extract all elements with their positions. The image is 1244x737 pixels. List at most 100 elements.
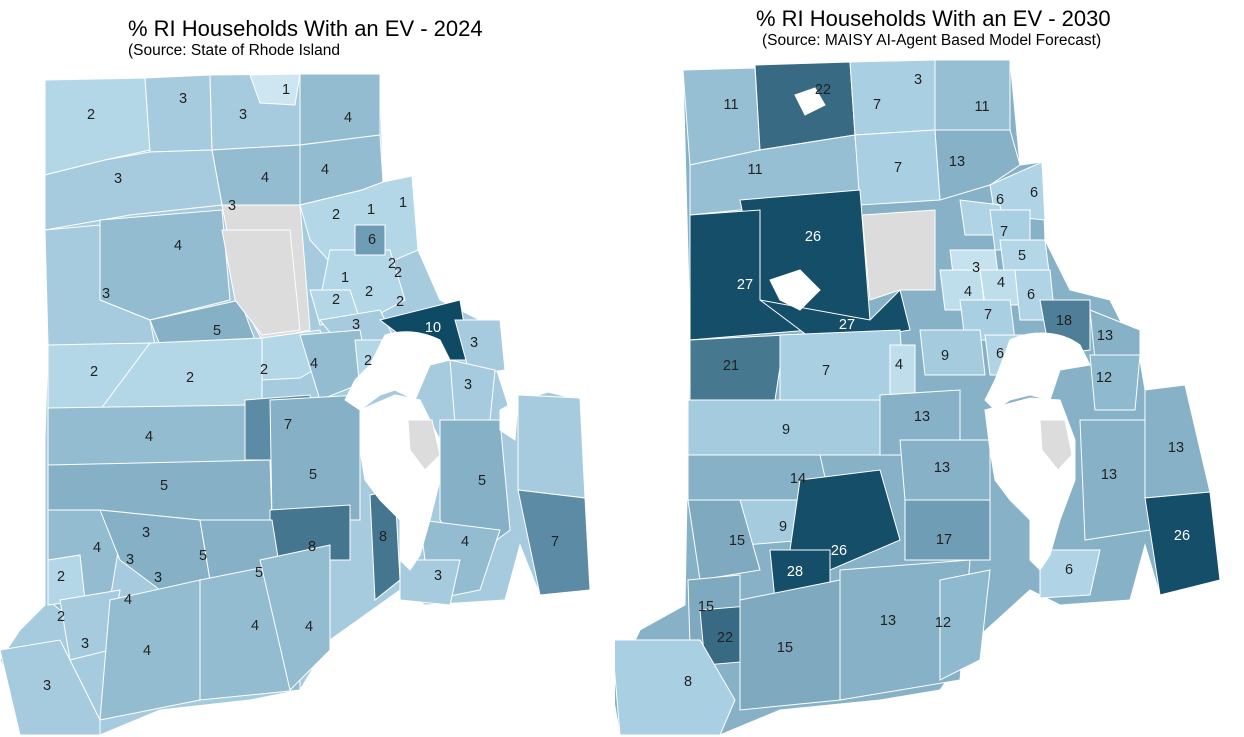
town-value-label: 3: [43, 678, 51, 694]
town-value-label: 13: [1101, 467, 1117, 483]
town-value-label: 27: [737, 277, 753, 293]
scituate-reservoir: [769, 269, 821, 311]
town-value-label: 26: [1174, 528, 1190, 544]
map-title-2030: % RI Households With an EV - 2030: [756, 6, 1111, 31]
town-value-label: 3: [914, 72, 922, 88]
town-coventry: [779, 329, 906, 401]
town-value-label: 11: [723, 97, 738, 113]
town-value-label: 21: [723, 358, 739, 374]
town-value-label: 4: [124, 592, 132, 608]
town-value-label: 4: [261, 170, 269, 186]
town-value-label: 3: [179, 91, 187, 107]
town-value-label: 4: [895, 357, 903, 373]
town-smithfield-north: [849, 59, 936, 136]
town-newport: [1039, 549, 1101, 599]
town-value-label: 6: [1027, 287, 1035, 303]
town-value-label: 13: [914, 409, 930, 425]
town-value-label: 4: [143, 643, 151, 659]
town-cumberland: [934, 59, 1011, 131]
town-pawtucket-6: [354, 224, 386, 256]
town-value-label: 6: [1030, 185, 1038, 201]
town-value-label: 3: [102, 286, 110, 302]
town-barrington: [454, 319, 506, 376]
town-pascoag: [144, 74, 213, 153]
town-value-label: 2: [57, 569, 65, 585]
town-value-label: 5: [478, 473, 486, 489]
town-value-label: 3: [470, 335, 478, 351]
town-value-label: 15: [698, 599, 714, 615]
town-value-label: 2: [332, 207, 340, 223]
town-value-label: 28: [787, 564, 803, 580]
map-subtitle-2024: (Source: State of Rhode Island: [128, 42, 340, 59]
town-value-label: 2: [365, 284, 373, 300]
town-narragansett: [259, 544, 331, 691]
town-value-label: 18: [1056, 313, 1072, 329]
town-value-label: 2: [57, 609, 65, 625]
town-warren: [449, 359, 496, 426]
town-value-label: 3: [228, 198, 236, 214]
prudence-island-nodata: [1039, 419, 1073, 471]
town-hopkinton: [687, 499, 761, 581]
town-narragansett: [939, 569, 991, 681]
town-value-label: 15: [777, 640, 793, 656]
town-value-label: 7: [984, 307, 992, 323]
town-value-label: 9: [779, 519, 787, 535]
map-panel-2024: 2 3 3 1 4 3 4 4 3 2 1 1 6 4 2 2 1 2 2 3 2 5 3 10 3 2 2 4 2 2 3 4 7 5 5 5 3 4 3…: [0, 0, 615, 737]
town-value-label: 4: [145, 429, 153, 445]
town-value-label: 22: [717, 630, 733, 646]
town-value-label: 3: [114, 171, 122, 187]
town-value-label: 4: [251, 618, 259, 634]
town-value-label: 3: [464, 377, 472, 393]
town-little-compton: [517, 489, 591, 596]
town-value-label: 3: [126, 552, 134, 568]
town-value-label: 8: [684, 674, 692, 690]
town-value-label: 3: [142, 525, 150, 541]
town-value-label: 6: [1065, 562, 1073, 578]
town-value-label: 3: [972, 260, 980, 276]
town-value-label: 13: [1097, 328, 1113, 344]
town-value-label: 4: [93, 540, 101, 556]
town-value-label: 4: [174, 238, 182, 254]
town-value-label: 4: [964, 284, 972, 300]
town-value-label: 7: [873, 97, 881, 113]
town-value-label: 14: [790, 471, 806, 487]
town-value-label: 11: [747, 162, 762, 178]
town-richmond: [789, 469, 901, 571]
town-north-kingstown: [269, 394, 361, 521]
map-panel-2030: 11 22 3 7 11 11 7 13 6 6 26 7 3 5 27 4 4 6 27 7 18 13 9 6 21 7 4 12…: [615, 0, 1244, 737]
town-value-label: 5: [255, 565, 263, 581]
town-value-label: 4: [344, 110, 352, 126]
town-value-label: 9: [782, 422, 790, 438]
town-value-label: 7: [822, 363, 830, 379]
johnston-nodata: [221, 229, 301, 336]
town-value-label: 13: [1168, 440, 1184, 456]
town-value-label: 2: [332, 292, 340, 308]
town-westerly: [615, 639, 736, 736]
town-little-compton: [1144, 491, 1221, 596]
map-title-2024: % RI Households With an EV - 2024: [128, 16, 483, 41]
town-narragansett-n: [904, 499, 991, 561]
town-value-label: 1: [367, 202, 375, 218]
town-value-label: 4: [997, 275, 1005, 291]
town-value-label: 5: [213, 323, 221, 339]
town-value-label: 4: [305, 619, 313, 635]
town-value-label: 8: [308, 539, 316, 555]
town-value-label: 7: [284, 417, 292, 433]
town-value-label: 6: [996, 346, 1004, 362]
town-value-label: 12: [1096, 370, 1112, 386]
town-value-label: 5: [309, 467, 317, 483]
johnston-nodata: [861, 209, 936, 301]
town-value-label: 5: [160, 478, 168, 494]
town-value-label: 7: [551, 534, 559, 550]
town-value-label: 3: [352, 317, 360, 333]
town-value-label: 13: [934, 460, 950, 476]
town-value-label: 6: [996, 192, 1004, 208]
town-value-label: 1: [399, 195, 407, 211]
town-charlestown: [739, 579, 841, 711]
town-value-label: 2: [388, 256, 396, 272]
town-value-label: 8: [379, 529, 387, 545]
town-value-label: 11: [974, 99, 989, 115]
town-value-label: 3: [434, 568, 442, 584]
